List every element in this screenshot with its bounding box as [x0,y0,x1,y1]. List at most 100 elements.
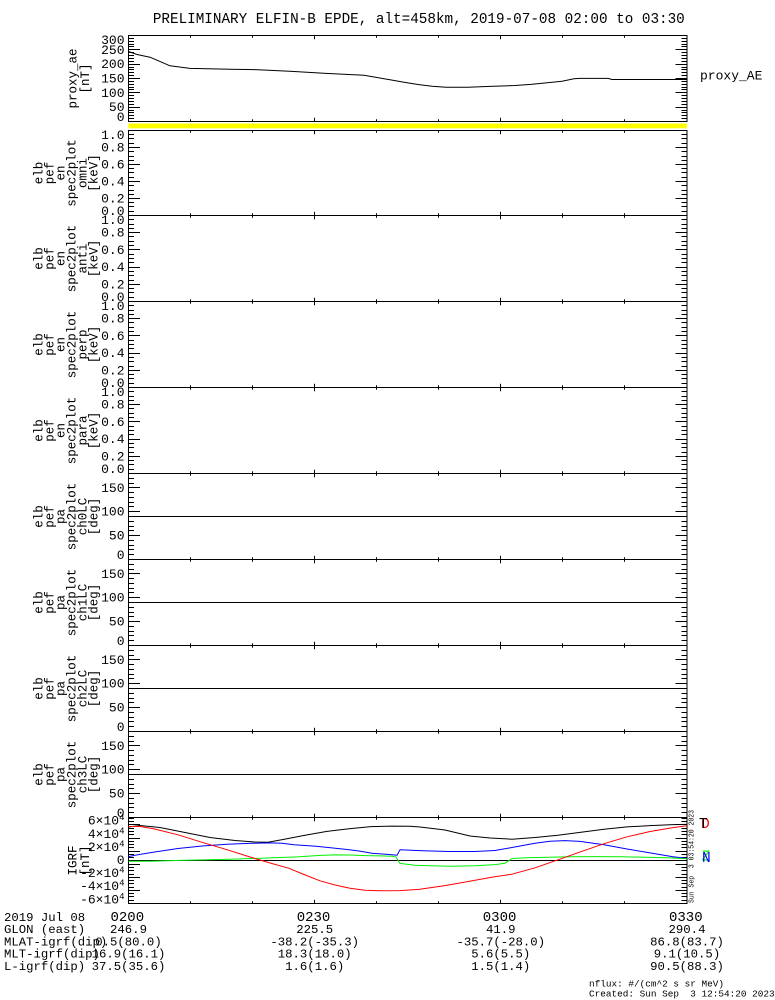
svg-text:0.0: 0.0 [101,204,124,219]
svg-text:pef: pef [44,677,58,700]
svg-text:elb: elb [33,591,47,614]
svg-text:spec2plot: spec2plot [66,569,80,637]
svg-text:ch1LC: ch1LC [77,584,91,622]
svg-text:spec2plot: spec2plot [66,225,80,293]
svg-text:0.2: 0.2 [101,449,124,464]
svg-text:0.2: 0.2 [101,277,124,292]
svg-text:246.9: 246.9 [110,923,147,937]
svg-text:100: 100 [101,591,124,606]
svg-text:4: 4 [119,826,124,836]
svg-text:0.0: 0.0 [101,290,124,305]
svg-text:[deg]: [deg] [88,670,102,708]
svg-text:[deg]: [deg] [88,584,102,622]
svg-text:spec2plot: spec2plot [66,397,80,465]
svg-text:[keV]: [keV] [88,412,102,450]
svg-text:6×10: 6×10 [88,814,119,829]
svg-text:N: N [702,851,711,867]
svg-text:en: en [55,165,69,180]
svg-text:0.2: 0.2 [101,363,124,378]
svg-text:0.5(80.0): 0.5(80.0) [95,935,161,949]
svg-text:0.4: 0.4 [101,260,125,275]
svg-text:[deg]: [deg] [88,498,102,536]
svg-text:PRELIMINARY ELFIN-B EPDE, alt=: PRELIMINARY ELFIN-B EPDE, alt=458km, 201… [153,12,685,28]
svg-text:-2×10: -2×10 [80,866,119,881]
svg-text:GLON (east): GLON (east) [4,923,85,937]
svg-text:4: 4 [119,879,124,889]
svg-text:pef: pef [44,505,58,528]
svg-text:300: 300 [101,33,124,48]
svg-text:en: en [55,251,69,266]
svg-text:para: para [77,415,91,446]
svg-text:1.0: 1.0 [101,299,124,314]
svg-text:pa: pa [55,681,69,697]
svg-text:0300: 0300 [483,910,517,926]
svg-text:150: 150 [101,653,124,668]
svg-text:pef: pef [44,591,58,614]
svg-text:elb: elb [33,162,47,185]
svg-text:pef: pef [44,333,58,356]
svg-text:0: 0 [117,806,125,821]
svg-text:pef: pef [44,763,58,786]
svg-text:50: 50 [109,100,125,115]
svg-text:225.5: 225.5 [296,923,333,937]
svg-text:[keV]: [keV] [88,154,102,192]
svg-text:[nT]: [nT] [79,63,93,93]
svg-text:1.0: 1.0 [101,385,124,400]
svg-text:-35.7(-28.0): -35.7(-28.0) [457,935,546,949]
svg-text:ch0LC: ch0LC [77,498,91,536]
svg-text:250: 250 [101,43,124,58]
svg-text:proxy_AE: proxy_AE [700,68,763,83]
svg-text:50: 50 [109,529,125,544]
svg-text:0.2: 0.2 [101,192,124,207]
svg-text:41.9: 41.9 [486,923,516,937]
svg-text:0.8: 0.8 [101,398,124,413]
svg-text:150: 150 [101,72,124,87]
svg-text:elb: elb [33,677,47,700]
svg-text:2×10: 2×10 [88,840,119,855]
svg-text:MLAT-igrf(dip): MLAT-igrf(dip) [4,935,107,949]
svg-text:elb: elb [33,333,47,356]
svg-text:spec2plot: spec2plot [66,311,80,379]
svg-text:[keV]: [keV] [88,240,102,278]
svg-text:50: 50 [109,615,125,630]
svg-text:1.5(1.4): 1.5(1.4) [471,960,530,974]
svg-text:0: 0 [117,634,125,649]
svg-text:ch3LC: ch3LC [77,756,91,794]
svg-text:9.1(10.5): 9.1(10.5) [654,948,720,962]
svg-text:100: 100 [101,505,124,520]
svg-text:ch2LC: ch2LC [77,670,91,708]
svg-text:0.8: 0.8 [101,141,124,156]
svg-text:pa: pa [55,595,69,611]
svg-text:elb: elb [33,763,47,786]
svg-text:50: 50 [109,787,125,802]
svg-text:0.6: 0.6 [101,415,124,430]
svg-text:-6×10: -6×10 [80,892,119,907]
svg-text:0.4: 0.4 [101,175,125,190]
svg-text:90.5(88.3): 90.5(88.3) [650,960,724,974]
svg-text:elb: elb [33,247,47,270]
svg-text:Sun Sep 3 03:54:20 2023: Sun Sep 3 03:54:20 2023 [689,810,697,903]
svg-text:0: 0 [117,853,125,868]
svg-text:spec2plot: spec2plot [66,655,80,723]
svg-text:[nT]: [nT] [79,845,93,875]
svg-text:5.6(5.5): 5.6(5.5) [471,948,530,962]
svg-text:spec2plot: spec2plot [66,741,80,809]
svg-text:0.8: 0.8 [101,226,124,241]
svg-text:pef: pef [44,419,58,442]
svg-text:86.8(83.7): 86.8(83.7) [650,935,724,949]
svg-text:IGRF: IGRF [67,845,81,875]
svg-text:omni: omni [77,158,91,188]
svg-text:200: 200 [101,57,124,72]
svg-text:0: 0 [117,110,125,125]
svg-text:0.0: 0.0 [101,376,124,391]
svg-text:D: D [701,817,710,833]
svg-text:4: 4 [119,839,124,849]
svg-text:100: 100 [101,763,124,778]
svg-text:0200: 0200 [110,910,144,926]
svg-text:0.0: 0.0 [101,462,124,477]
svg-text:MLT-igrf(dip): MLT-igrf(dip) [4,948,100,962]
svg-text:4: 4 [119,813,124,823]
svg-text:pa: pa [55,509,69,525]
svg-text:nflux: #/(cm^2 s sr MeV): nflux: #/(cm^2 s sr MeV) [589,979,724,990]
svg-text:50: 50 [109,701,125,716]
